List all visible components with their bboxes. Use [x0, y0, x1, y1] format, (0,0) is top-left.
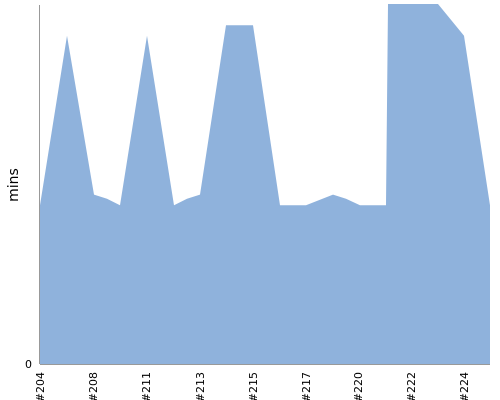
x-tick-label: #211	[140, 372, 153, 400]
x-tick-label: #208	[87, 372, 100, 400]
x-tick-label: #204	[34, 372, 47, 400]
y-axis-title: mins	[6, 168, 22, 202]
x-axis-ticks: #204 #208 #211 #213 #215 #217 #220 #222 #224	[34, 372, 471, 400]
x-tick-label: #217	[300, 372, 313, 400]
series-area	[40, 4, 490, 364]
plot-area	[40, 4, 490, 364]
y-axis-ticks: 0	[25, 358, 32, 371]
y-tick-label: 0	[25, 358, 32, 371]
x-tick-label: #213	[194, 372, 207, 400]
x-tick-label: #224	[458, 372, 471, 400]
x-tick-label: #220	[352, 372, 365, 400]
x-tick-label: #222	[405, 372, 418, 400]
x-tick-label: #215	[247, 372, 260, 400]
